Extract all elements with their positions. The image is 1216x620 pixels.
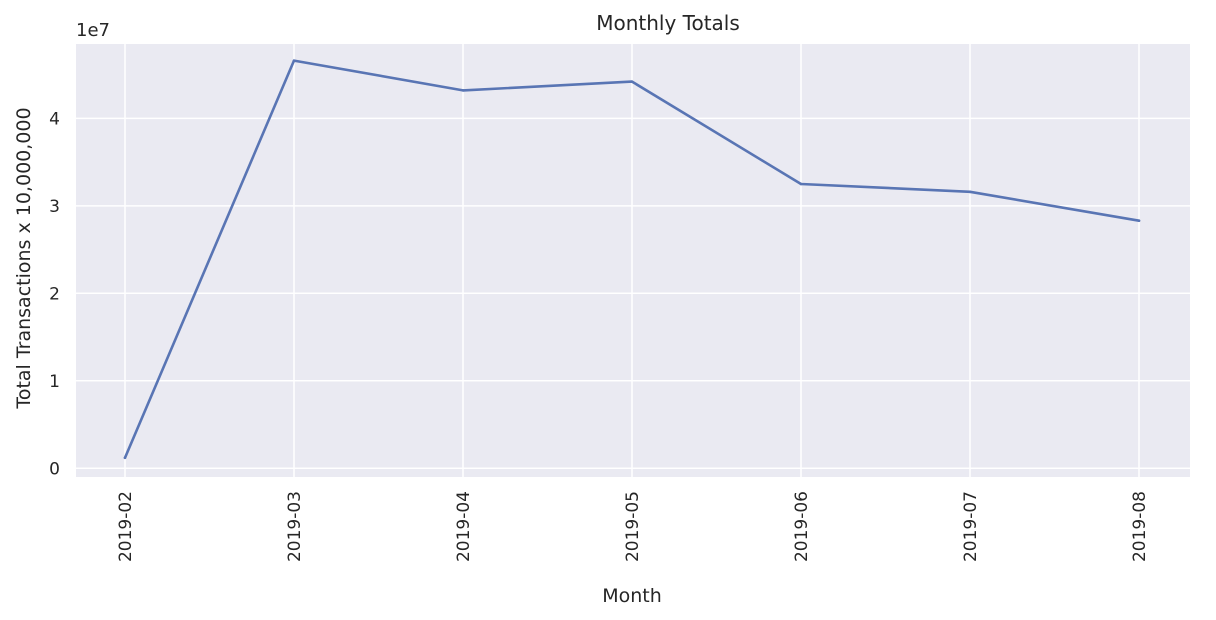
x-tick-label: 2019-02 xyxy=(116,491,136,562)
x-tick-label: 2019-06 xyxy=(792,491,812,562)
y-axis-label: Total Transactions x 10,000,000 xyxy=(13,107,35,409)
y-offset-label: 1e7 xyxy=(76,20,110,41)
data-point xyxy=(1137,219,1141,222)
y-tick-label: 2 xyxy=(49,284,60,304)
data-point xyxy=(799,182,803,186)
data-point xyxy=(123,456,127,460)
x-tick-label: 2019-05 xyxy=(623,491,643,562)
series-layer xyxy=(123,59,1141,460)
x-tick-label: 2019-07 xyxy=(961,491,981,562)
data-point xyxy=(292,59,296,62)
y-tick-label: 0 xyxy=(49,459,60,479)
y-tick-label: 1 xyxy=(49,372,60,392)
data-point xyxy=(461,89,465,92)
x-tick-label: 2019-08 xyxy=(1130,491,1150,562)
x-axis-ticks: 2019-02 2019-03 2019-04 2019-05 2019-06 2019-… xyxy=(116,491,1150,562)
x-axis-label: Month xyxy=(602,585,662,607)
plot-area xyxy=(76,44,1190,477)
y-tick-label: 4 xyxy=(49,109,60,129)
y-axis-ticks: 0 1 2 3 4 xyxy=(49,109,60,479)
x-tick-label: 2019-03 xyxy=(285,491,305,562)
data-point xyxy=(630,80,634,83)
data-point xyxy=(968,190,972,194)
x-tick-label: 2019-04 xyxy=(454,491,474,562)
grid-lines xyxy=(76,44,1190,477)
chart-title: Monthly Totals xyxy=(596,11,740,35)
y-tick-label: 3 xyxy=(49,197,60,217)
